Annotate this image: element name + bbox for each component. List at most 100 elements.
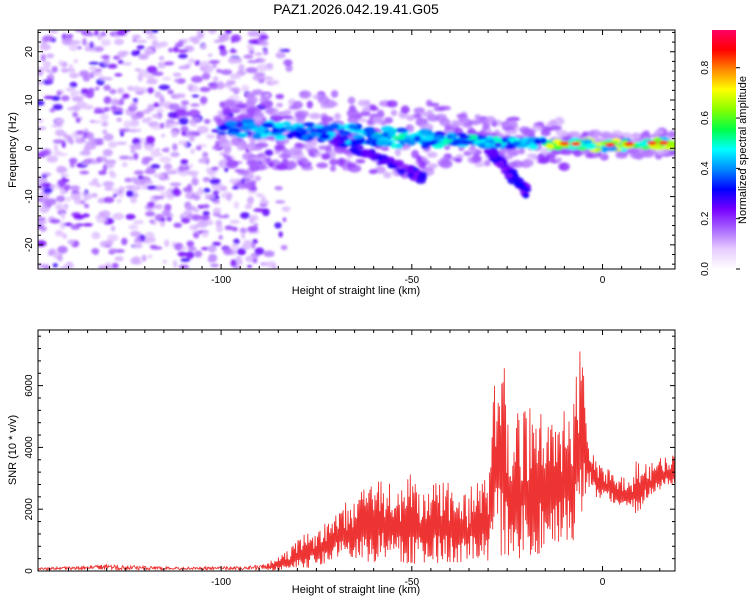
halo-blob: [226, 160, 239, 169]
branch-blob: [392, 159, 404, 166]
noise-blob: [145, 180, 154, 185]
spectrogram-x-label: Height of straight line (km): [292, 285, 420, 297]
noise-blob: [54, 129, 66, 137]
noise-blob: [141, 158, 150, 165]
halo-blob: [444, 124, 451, 130]
halo-blob: [550, 125, 562, 131]
peak-blob: [647, 141, 658, 146]
noise-blob: [148, 236, 156, 243]
noise-blob: [148, 31, 154, 37]
noise-blob: [285, 64, 293, 73]
track-blob: [649, 143, 662, 150]
noise-blob: [56, 90, 62, 96]
track-blob: [351, 134, 364, 140]
noise-blob: [209, 178, 221, 185]
track-blob: [235, 133, 247, 139]
noise-blob: [213, 207, 222, 214]
noise-blob: [69, 185, 81, 192]
halo-blob: [657, 150, 664, 156]
colorbar: 0.0 0.2 0.4 0.6 0.8 Normalized spectral ampl…: [700, 30, 749, 276]
noise-blob: [217, 82, 224, 90]
track-blob: [667, 140, 675, 147]
noise-blob: [175, 93, 186, 99]
noise-blob: [228, 95, 240, 100]
colorbar-tick-label: 0.4: [700, 161, 711, 175]
noise-blob: [164, 203, 172, 212]
noise-blob: [166, 193, 175, 200]
halo-blob: [343, 149, 351, 155]
branch-blob: [380, 159, 390, 165]
noise-blob: [190, 103, 200, 107]
noise-blob: [84, 128, 89, 132]
noise-blob: [41, 264, 51, 269]
noise-blob: [164, 61, 175, 66]
noise-blob: [154, 91, 162, 98]
noise-blob: [107, 234, 119, 242]
noise-blob: [116, 30, 127, 36]
halo-blob: [329, 158, 339, 166]
noise-blob: [202, 204, 210, 209]
colorbar-gradient: [712, 30, 736, 269]
peak-blob: [605, 142, 616, 147]
noise-blob: [218, 44, 226, 51]
noise-blob: [202, 211, 210, 216]
noise-blob: [59, 189, 67, 195]
noise-blob: [38, 100, 45, 106]
track-blob: [225, 120, 238, 127]
noise-blob: [57, 254, 63, 262]
noise-blob: [186, 240, 195, 247]
track-blob: [545, 143, 555, 149]
noise-blob: [117, 59, 124, 65]
halo-blob: [641, 152, 655, 158]
track-blob: [273, 122, 285, 129]
halo-blob: [306, 140, 318, 148]
noise-blob: [79, 150, 92, 156]
noise-blob: [199, 96, 208, 104]
noise-blob: [100, 31, 107, 37]
noise-blob: [57, 179, 67, 187]
peak-blob: [624, 141, 635, 146]
x-tick-label: -100: [211, 577, 231, 588]
noise-blob: [167, 89, 174, 95]
halo-blob: [296, 110, 310, 118]
noise-blob: [194, 191, 203, 196]
track-blob: [376, 139, 390, 147]
noise-blob: [218, 33, 230, 42]
noise-blob: [201, 44, 207, 50]
noise-blob: [57, 205, 62, 210]
track-blob: [247, 122, 257, 129]
noise-blob: [96, 217, 107, 224]
noise-blob: [65, 184, 71, 190]
halo-blob: [275, 93, 285, 100]
noise-blob: [240, 212, 250, 219]
halo-blob: [357, 99, 368, 107]
noise-blob: [229, 178, 239, 185]
noise-blob: [199, 86, 211, 92]
noise-blob: [191, 75, 203, 83]
colorbar-tick-label: 0.8: [700, 60, 711, 74]
noise-blob: [63, 263, 75, 269]
halo-blob: [309, 112, 321, 120]
halo-blob: [357, 118, 368, 123]
branch-blob: [507, 168, 518, 174]
noise-blob: [41, 174, 48, 179]
track-blob: [306, 132, 319, 136]
noise-blob: [191, 214, 202, 221]
noise-blob: [221, 83, 232, 88]
noise-blob: [178, 65, 191, 70]
noise-blob: [65, 196, 71, 202]
noise-blob: [137, 73, 143, 82]
noise-blob: [123, 120, 132, 129]
branch-blob: [522, 193, 529, 199]
noise-blob: [249, 50, 254, 55]
noise-blob: [241, 231, 246, 240]
halo-blob: [537, 153, 545, 162]
noise-blob: [89, 119, 96, 124]
track-blob: [414, 135, 421, 142]
noise-blob: [69, 160, 75, 168]
track-blob: [395, 127, 408, 133]
halo-blob: [442, 158, 451, 166]
track-blob: [636, 141, 650, 147]
noise-blob: [247, 60, 259, 64]
noise-blob: [122, 93, 130, 99]
